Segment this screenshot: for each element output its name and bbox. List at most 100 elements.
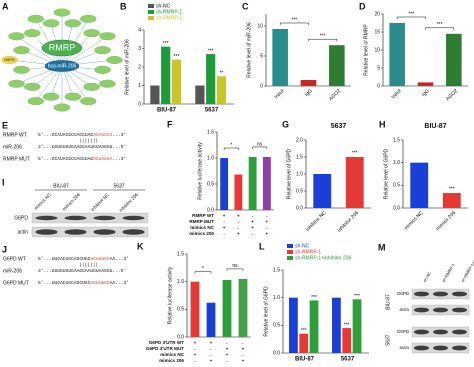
band	[35, 215, 58, 221]
y-tick-label: 0	[377, 83, 380, 89]
condition-mark: +	[210, 358, 213, 364]
condition-mark: +	[223, 213, 226, 219]
y-tick-label: 1.5	[207, 129, 214, 135]
blot-strip	[31, 226, 149, 238]
condition-mark: +	[226, 352, 229, 358]
comparison-label: ***	[437, 22, 443, 28]
panel-label: F	[167, 119, 173, 129]
bar	[216, 76, 227, 104]
comparison-label: ***	[408, 11, 414, 17]
bar	[332, 297, 341, 353]
condition-mark: +	[251, 225, 254, 231]
significance: **	[219, 71, 223, 77]
y-tick-label: 0.5	[273, 323, 280, 329]
y-tick-label: 0.5	[296, 188, 303, 194]
band	[433, 291, 448, 297]
condition-mark: +	[242, 358, 245, 364]
comparison-label: ns	[232, 263, 238, 269]
node	[94, 46, 111, 55]
band	[452, 329, 467, 335]
y-tick-label: 3	[138, 46, 141, 52]
condition-mark: -	[266, 225, 268, 231]
significance: ***	[163, 41, 169, 47]
condition-mark: -	[238, 219, 240, 225]
sequence-part: AA...3'	[110, 280, 129, 286]
node	[27, 97, 44, 106]
bar	[289, 297, 298, 353]
row-label: actin	[399, 345, 409, 350]
comparison-bracket	[223, 147, 239, 150]
y-tick-label: 1.0	[177, 279, 184, 285]
chart-title: 5637	[331, 123, 347, 130]
sequence-part: ...3'	[112, 132, 126, 138]
group-label: BIU-87	[53, 183, 69, 189]
bar	[410, 162, 429, 208]
x-tick-label: AGO2	[328, 88, 342, 102]
condition-mark: -	[242, 352, 244, 358]
y-tick-label: 1.5	[273, 267, 280, 273]
node	[99, 79, 116, 88]
lane-label: sh-RMRP-1+inhibitor 206	[460, 241, 474, 283]
row-label: G6PD	[397, 329, 410, 334]
node	[42, 19, 60, 28]
condition-mark: -	[194, 346, 196, 352]
sequence: 3'...GGUGUGUGAAGGAAUGUAAGGU...5'	[38, 144, 126, 150]
condition-mark: -	[223, 231, 225, 237]
condition-mark: -	[210, 352, 212, 358]
bar	[272, 29, 288, 86]
panel-label: I	[2, 177, 5, 187]
bar	[150, 85, 160, 104]
x-tick-label: Input	[273, 88, 286, 101]
x-tick-label: 5637	[205, 108, 219, 114]
sequence-name: miR-206	[3, 268, 22, 274]
center-label: RMRP	[49, 42, 76, 52]
x-tick-label: IgG	[304, 88, 314, 98]
legend-swatch	[148, 16, 154, 20]
sequence-part: 5'...GCAUACGCCACGUAG	[38, 156, 93, 162]
condition-mark: -	[252, 231, 254, 237]
y-tick-label: 1.0	[296, 171, 303, 177]
condition-mark: -	[266, 213, 268, 219]
y-axis-label: Relative level of miR-206	[246, 22, 252, 78]
lane-label: mimics NC	[33, 191, 52, 210]
panel-label: C	[242, 1, 249, 11]
legend-swatch	[148, 4, 154, 8]
bar	[171, 59, 182, 104]
band	[93, 229, 116, 235]
condition-name: mimics 206	[159, 358, 184, 363]
bar	[299, 333, 309, 353]
comparison-label: ns	[257, 141, 263, 147]
sequence-site: UGUAGGA	[93, 156, 113, 162]
condition-mark: -	[252, 213, 254, 219]
node	[64, 19, 82, 28]
y-axis-label: Relative level of G6PD	[263, 286, 269, 337]
bar	[262, 156, 271, 210]
sequence-site: ACAUUCC	[90, 256, 110, 262]
x-tick-label: Input	[390, 88, 403, 101]
lane-label: inhibitor NC	[90, 191, 111, 212]
y-tick-label: 0.0	[177, 334, 184, 340]
legend-label: sh-RMRP-1+inhibitor 206	[295, 255, 351, 261]
sequence-part: 5'...UUGACUCCAGCUGC	[38, 280, 91, 286]
y-tick-label: 20	[374, 11, 380, 17]
band	[64, 229, 87, 235]
bar	[220, 158, 229, 210]
node	[80, 14, 97, 23]
significance: ***	[311, 295, 317, 301]
row-label: G6PD	[397, 291, 410, 296]
bar	[238, 278, 248, 337]
condition-mark: -	[223, 219, 225, 225]
panel-label: D	[359, 1, 366, 11]
lane-label: sh-RMRP-1	[441, 262, 456, 283]
bar	[342, 328, 352, 353]
target-node	[1, 56, 18, 64]
significance: ***	[354, 294, 360, 300]
condition-mark: +	[265, 219, 268, 225]
y-tick-label: 2.0	[296, 137, 303, 143]
y-axis-label: Relative level of G6PD	[383, 148, 389, 199]
band	[414, 307, 429, 313]
bar	[329, 45, 345, 86]
condition-mark: +	[210, 340, 213, 346]
significance: ***	[352, 150, 358, 156]
sequence-part: AA...3'	[110, 256, 129, 262]
